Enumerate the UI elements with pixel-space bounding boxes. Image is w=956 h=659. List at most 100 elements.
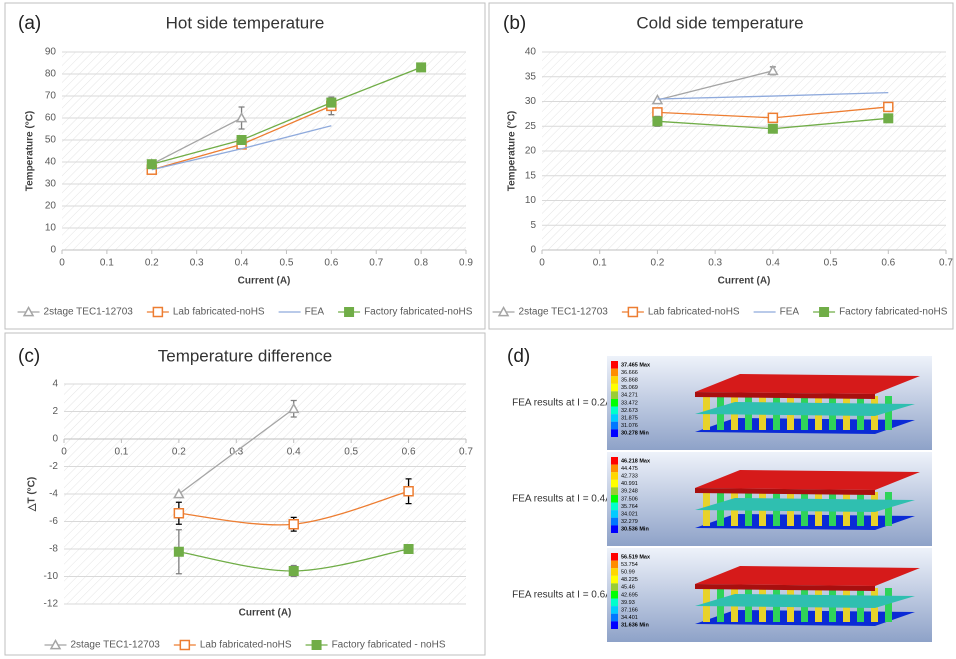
colorbar-cell: [611, 421, 618, 430]
legend-marker: [22, 305, 35, 317]
colorbar-cell: [611, 502, 618, 511]
colorbar-label: 34.021: [621, 511, 638, 517]
colorbar-label: 31.875: [621, 415, 638, 421]
x-axis-label: Current (A): [238, 276, 291, 287]
colorbar-cell: [611, 575, 618, 584]
colorbar-label: 44.475: [621, 466, 638, 472]
y-tick-label: -8: [49, 544, 58, 555]
y-tick-label: 60: [45, 113, 57, 124]
marker: [652, 107, 663, 118]
y-axis-label: Temperature (°C): [25, 111, 36, 192]
series-line: [151, 125, 332, 171]
colorbar-label: 35.868: [621, 377, 638, 383]
x-tick-label: 0.6: [881, 258, 895, 269]
x-tick-label: 0.2: [172, 447, 186, 458]
legend-marker: [819, 307, 830, 317]
colorbar-cell: [611, 525, 618, 533]
legend-marker: [152, 306, 164, 318]
colorbar-label: 37.166: [621, 607, 638, 613]
colorbar-label: 34.271: [621, 393, 638, 399]
colorbar-label: 53.754: [621, 562, 638, 568]
marker: [235, 111, 248, 123]
y-tick-label: 20: [45, 201, 57, 212]
colorbar-label: 45.46: [621, 585, 635, 591]
fea-pillar: [885, 588, 892, 622]
legend-label: Factory fabricated-noHS: [839, 307, 948, 318]
y-tick-label: 0: [52, 434, 58, 445]
colorbar-cell: [611, 457, 618, 465]
x-tick-label: 0: [61, 447, 67, 458]
y-tick-label: 20: [525, 146, 537, 157]
chart-title: Cold side temperature: [636, 13, 803, 32]
legend-label: 2stage TEC1-12703: [44, 307, 134, 318]
marker: [173, 487, 185, 499]
panel-label: (b): [503, 13, 526, 34]
x-tick-label: 0.3: [229, 447, 243, 458]
marker: [652, 116, 663, 127]
plot-area: [62, 52, 466, 250]
x-tick-label: 0.7: [939, 258, 953, 269]
colorbar-cell: [611, 495, 618, 503]
fea-label: FEA results at I = 0.4A: [512, 494, 612, 505]
y-tick-label: 40: [45, 157, 57, 168]
x-tick-label: 0.3: [708, 258, 722, 269]
fea-slab: [695, 402, 915, 416]
y-tick-label: -12: [44, 599, 59, 610]
colorbar-label: 32.279: [621, 519, 638, 525]
marker: [767, 123, 778, 134]
colorbar-cell: [611, 479, 618, 488]
marker: [287, 402, 300, 414]
y-axis-label: △T (°C): [27, 477, 38, 512]
x-tick-label: 0.7: [369, 258, 383, 269]
legend-marker: [627, 306, 639, 318]
series-line: [178, 408, 295, 495]
y-tick-label: 70: [45, 91, 57, 102]
legend-label: 2stage TEC1-12703: [519, 307, 609, 318]
legend-marker: [497, 305, 510, 317]
legend: 2stage TEC1-12703 Lab fabricated-noHS FEA F…: [17, 305, 473, 318]
y-tick-label: -10: [44, 571, 59, 582]
y-tick-label: 25: [525, 121, 537, 132]
colorbar-cell: [611, 613, 618, 622]
y-tick-label: 35: [525, 71, 537, 82]
y-tick-label: 80: [45, 69, 57, 80]
colorbar-cell: [611, 472, 618, 480]
y-tick-label: -2: [49, 461, 58, 472]
legend-label: 2stage TEC1-12703: [71, 640, 161, 651]
x-tick-label: 0.4: [235, 258, 249, 269]
y-tick-label: 10: [45, 223, 57, 234]
colorbar-label: 35.764: [621, 504, 638, 510]
fea-top-edge: [695, 392, 875, 399]
colorbar-cell: [611, 368, 618, 377]
legend-label: Lab fabricated-noHS: [200, 640, 292, 651]
panel-label: (a): [18, 13, 41, 34]
colorbar-label: 37.465 Max: [621, 362, 651, 368]
y-axis-label: Temperature (°C): [507, 111, 518, 192]
y-tick-label: 90: [45, 47, 57, 58]
fea-label: FEA results at I = 0.2A: [512, 398, 612, 409]
colorbar-cell: [611, 376, 618, 384]
marker: [403, 544, 414, 554]
colorbar-cell: [611, 553, 618, 561]
panel-label: (c): [18, 346, 40, 367]
series-line: [151, 66, 422, 165]
legend: 2stage TEC1-12703 Lab fabricated-noHS Fact…: [44, 638, 446, 651]
x-tick-label: 0.9: [459, 258, 473, 269]
fea-label: FEA results at I = 0.6A: [512, 590, 612, 601]
y-tick-label: 2: [52, 406, 58, 417]
marker: [883, 113, 894, 124]
x-tick-label: 0.5: [279, 258, 293, 269]
marker: [173, 508, 185, 519]
fea-top: [695, 566, 920, 586]
y-tick-label: 10: [525, 195, 537, 206]
x-tick-label: 0: [539, 258, 545, 269]
marker: [767, 64, 779, 76]
colorbar-label: 30.278 Min: [621, 431, 649, 437]
colorbar-label: 31.636 Min: [621, 623, 649, 629]
x-tick-label: 0.7: [459, 447, 473, 458]
x-axis-label: Current (A): [239, 608, 292, 619]
marker: [173, 546, 184, 557]
colorbar-label: 32.673: [621, 408, 638, 414]
colorbar-label: 36.666: [621, 370, 638, 376]
